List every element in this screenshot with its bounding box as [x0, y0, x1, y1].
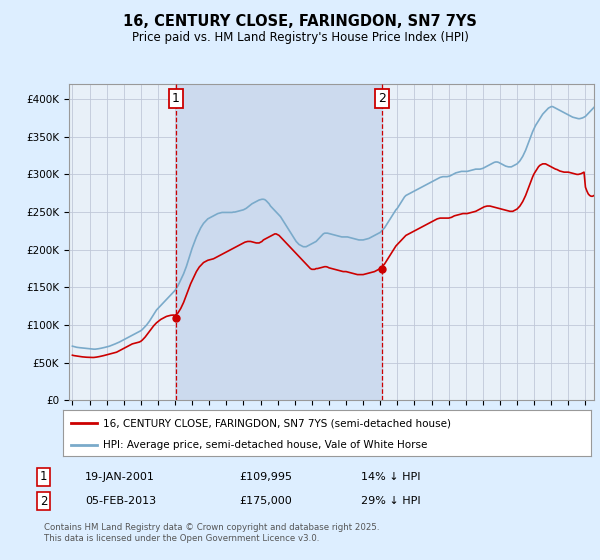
Bar [176, 84, 382, 400]
Text: 2: 2 [378, 92, 386, 105]
Text: £175,000: £175,000 [240, 496, 293, 506]
Text: 1: 1 [172, 92, 180, 105]
Text: 29% ↓ HPI: 29% ↓ HPI [361, 496, 421, 506]
Text: Price paid vs. HM Land Registry's House Price Index (HPI): Price paid vs. HM Land Registry's House … [131, 31, 469, 44]
Text: 19-JAN-2001: 19-JAN-2001 [85, 472, 155, 482]
Text: £109,995: £109,995 [240, 472, 293, 482]
Text: 2: 2 [40, 494, 47, 507]
Text: HPI: Average price, semi-detached house, Vale of White Horse: HPI: Average price, semi-detached house,… [103, 440, 427, 450]
Text: Contains HM Land Registry data © Crown copyright and database right 2025.
This d: Contains HM Land Registry data © Crown c… [44, 524, 379, 543]
Text: 16, CENTURY CLOSE, FARINGDON, SN7 7YS (semi-detached house): 16, CENTURY CLOSE, FARINGDON, SN7 7YS (s… [103, 418, 451, 428]
Text: 1: 1 [40, 470, 47, 483]
Text: 05-FEB-2013: 05-FEB-2013 [85, 496, 157, 506]
Text: 14% ↓ HPI: 14% ↓ HPI [361, 472, 421, 482]
Text: 16, CENTURY CLOSE, FARINGDON, SN7 7YS: 16, CENTURY CLOSE, FARINGDON, SN7 7YS [123, 14, 477, 29]
